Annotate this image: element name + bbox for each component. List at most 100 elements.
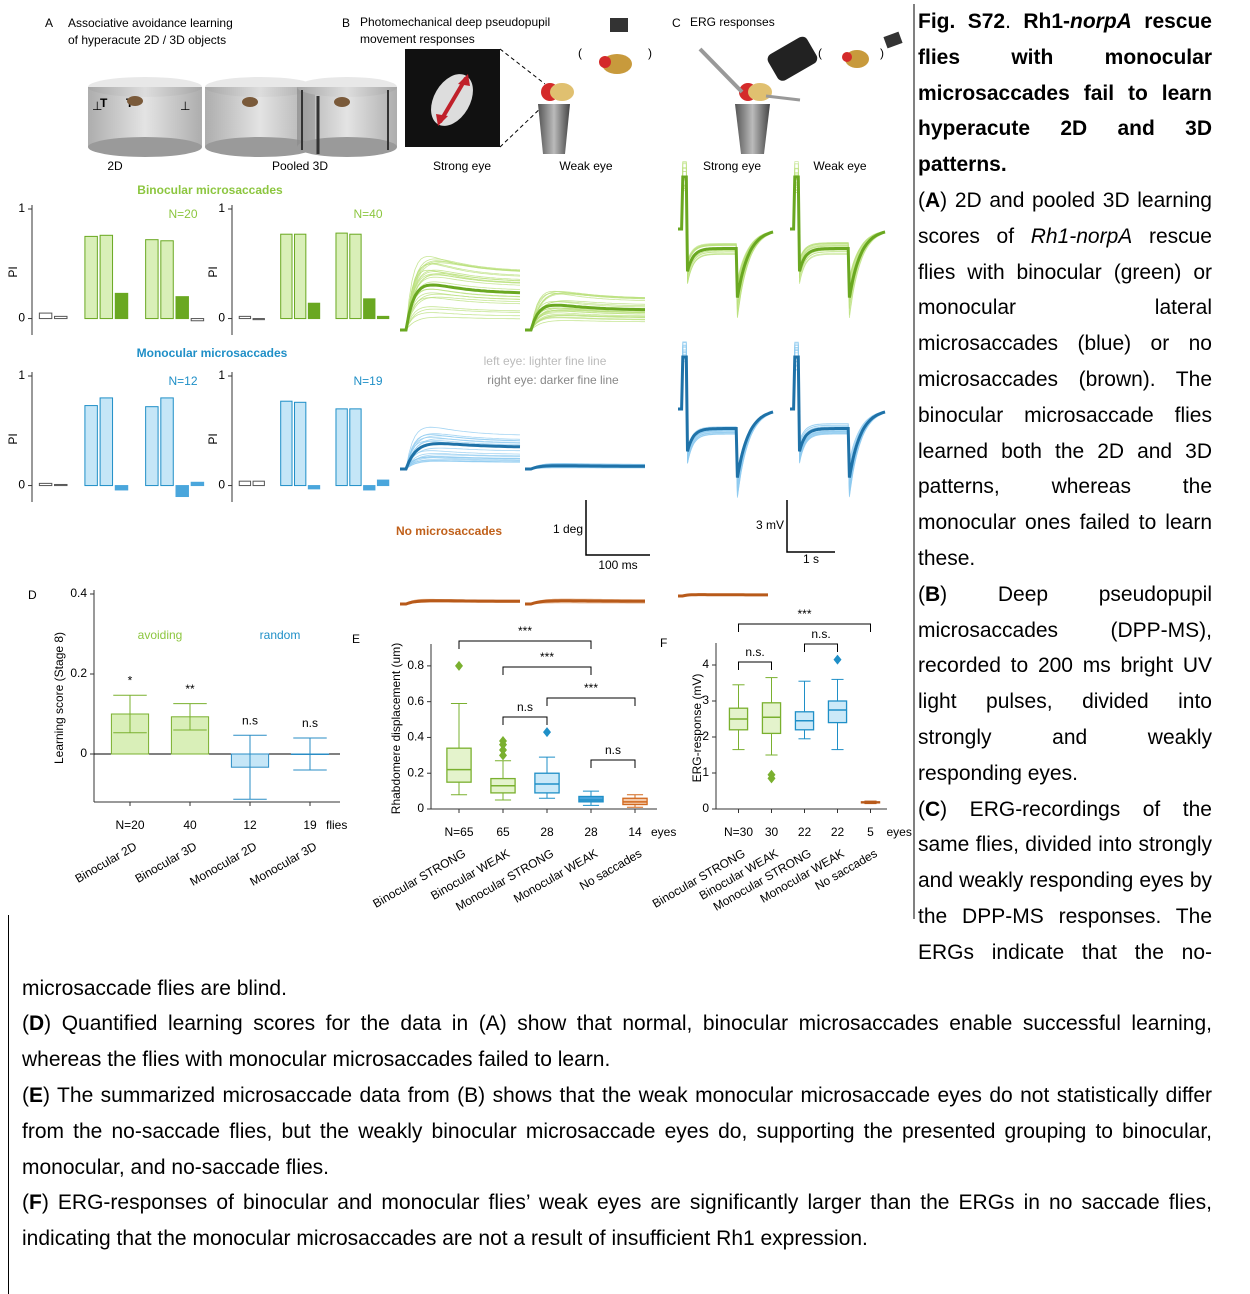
caption-text: Rh1-norpA [1030, 224, 1133, 248]
trace [400, 263, 521, 331]
y-tick-label: 4 [702, 657, 709, 671]
legend-line: right eye: darker fine line [487, 373, 619, 387]
trace [400, 426, 521, 470]
trace [400, 288, 521, 331]
trace [790, 184, 886, 287]
bar [114, 485, 129, 491]
mean-trace [678, 175, 774, 298]
caption-paragraph: (F) ERG-responses of binocular and monoc… [22, 1185, 1212, 1257]
trace [525, 292, 646, 331]
trace [525, 317, 645, 331]
bar [145, 239, 159, 320]
y-tick-label: 0 [218, 478, 225, 492]
bar [54, 483, 68, 487]
y-tick-label: 0 [80, 746, 87, 760]
bar [349, 233, 362, 320]
n-label: 28 [584, 825, 598, 839]
n-unit: eyes [887, 825, 912, 839]
outlier [455, 660, 463, 671]
bar [145, 406, 159, 487]
trace [400, 457, 520, 470]
trace [790, 163, 886, 316]
caption-text: ) Quantified learning scores for the dat… [22, 1012, 1212, 1072]
caption-text: norpA [1070, 10, 1132, 33]
n-annotation: N=19 [353, 374, 382, 388]
y-tick-label: 0 [702, 801, 709, 815]
x-tick-label: Monocular 2D [187, 839, 259, 889]
bar [307, 485, 321, 490]
caption-text: ( [918, 188, 925, 212]
caption-text: ) ERG-responses of binocular and monocul… [22, 1191, 1212, 1251]
scale-label: 1 s [803, 552, 819, 566]
note: random [260, 628, 301, 642]
panel-letter: F [660, 636, 667, 650]
outlier [833, 654, 842, 665]
trace [790, 192, 886, 278]
box [534, 772, 560, 794]
trace [790, 189, 886, 281]
trace [790, 345, 886, 493]
n-label: 5 [867, 825, 874, 839]
bar [252, 480, 265, 487]
trace [678, 188, 774, 283]
panel-label: Strong eye [433, 159, 491, 173]
y-tick-label: 2 [702, 729, 709, 743]
trace [790, 369, 886, 462]
significance-label: n.s [302, 716, 318, 730]
bar [99, 234, 114, 320]
caption-text: D [29, 1012, 45, 1036]
y-tick-label: 0 [417, 801, 424, 815]
bar [294, 401, 307, 487]
caption-text: ) The summarized microsaccade data from … [22, 1083, 1212, 1179]
comparison-label: n.s [605, 743, 621, 757]
caption-text: ( [918, 797, 925, 821]
bar [376, 315, 390, 320]
trace [678, 359, 774, 474]
mean-trace [400, 283, 521, 332]
caption-block: TT⊥⊥ () () A Associative avoidance learn… [6, 4, 1212, 1257]
trace [525, 320, 645, 331]
bar [114, 292, 129, 320]
comparison-label: *** [584, 681, 598, 695]
svg-text:(: ( [818, 46, 822, 60]
box [761, 702, 782, 735]
erg-setup-image: () [698, 31, 903, 154]
trace [525, 602, 645, 605]
bar [238, 315, 252, 320]
n-annotation: N=20 [168, 207, 197, 221]
trace [400, 435, 521, 470]
trace [678, 163, 774, 316]
x-tick-label: Monocular 3D [247, 839, 319, 889]
caption-text: ) ERG-recordings of the same flies, divi… [22, 797, 1212, 1000]
y-tick-label: 0.4 [407, 730, 424, 744]
n-label: 40 [183, 818, 197, 832]
n-unit: eyes [651, 825, 676, 839]
caption-paragraph: (D) Quantified learning scores for the d… [22, 1006, 1212, 1078]
n-label: N=65 [444, 825, 473, 839]
scale-label: 1 deg [553, 522, 583, 536]
trace [400, 456, 521, 470]
bar [280, 400, 293, 487]
panel-label: Weak eye [813, 159, 866, 173]
svg-text:): ) [880, 46, 884, 60]
bar [335, 408, 348, 487]
bar [160, 240, 174, 320]
panel-title: movement responses [360, 32, 475, 46]
outlier [543, 727, 551, 738]
caption-paragraph: Fig. S72. Rh1-norpA rescue flies with mo… [22, 4, 1212, 183]
outlier [499, 750, 507, 761]
trace [525, 463, 645, 470]
panel-title: Associative avoidance learning [68, 16, 233, 30]
trace [790, 365, 886, 466]
caption-text: A [925, 188, 941, 212]
bar [38, 482, 53, 487]
caption-text: . [1005, 10, 1024, 33]
trace [678, 342, 774, 497]
caption-text: rescue flies with binocular (green) or m… [918, 224, 1212, 570]
mean-trace [525, 303, 645, 332]
comparison-bracket [546, 697, 636, 706]
svg-text:(: ( [578, 46, 582, 60]
y-tick-label: 3 [702, 693, 709, 707]
caption-text: ( [22, 1191, 29, 1215]
n-label: N=20 [115, 818, 144, 832]
